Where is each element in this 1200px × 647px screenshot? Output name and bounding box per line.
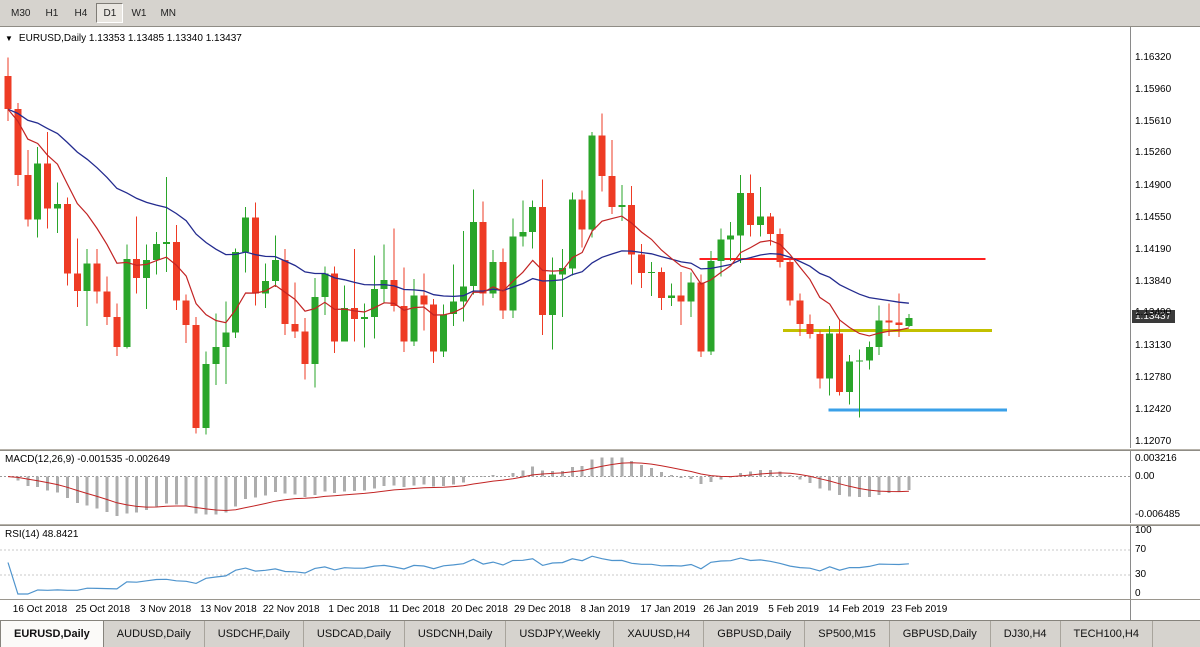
- date-axis-label: 8 Jan 2019: [580, 604, 630, 615]
- chart-menu-icon[interactable]: ▼: [5, 33, 13, 43]
- price-axis-label: 1.13840: [1135, 275, 1172, 287]
- rsi-axis: 100 70 30 0: [1130, 526, 1200, 599]
- rsi-axis-label: 70: [1135, 543, 1147, 555]
- timeframe-button-m30[interactable]: M30: [11, 7, 31, 19]
- rsi-panel[interactable]: RSI(14) 48.8421 100 70 30 0: [0, 526, 1200, 599]
- price-axis-label: 1.15960: [1135, 84, 1172, 96]
- date-axis-label: 1 Dec 2018: [328, 604, 380, 615]
- chart-tab-audusd-daily[interactable]: AUDUSD,Daily: [104, 621, 205, 647]
- date-axis-label: 23 Feb 2019: [891, 604, 948, 615]
- chart-tab-xauusd-h4[interactable]: XAUUSD,H4: [614, 621, 705, 647]
- price-axis-label: 1.15260: [1135, 147, 1172, 159]
- macd-axis-label: 0.003216: [1135, 453, 1177, 464]
- main-chart-panel[interactable]: ▼ EURUSD,Daily 1.13353 1.13485 1.13340 1…: [0, 27, 1200, 448]
- axis-separator: [1130, 600, 1131, 620]
- panel-splitter[interactable]: [0, 448, 1200, 451]
- chart-tab-usdchf-daily[interactable]: USDCHF,Daily: [205, 621, 304, 647]
- rsi-axis-label: 100: [1135, 526, 1152, 536]
- rsi-plot[interactable]: [0, 526, 1130, 599]
- price-axis-label: 1.14190: [1135, 244, 1172, 256]
- rsi-axis-label: 30: [1135, 569, 1147, 581]
- chart-title: ▼ EURUSD,Daily 1.13353 1.13485 1.13340 1…: [5, 33, 242, 44]
- rsi-axis-label: 0: [1135, 588, 1141, 599]
- date-axis-label: 20 Dec 2018: [451, 604, 508, 615]
- chart-tabs-bar: EURUSD,Daily AUDUSD,Daily USDCHF,Daily USDC…: [0, 620, 1200, 647]
- price-axis-label: 1.13490: [1135, 307, 1172, 319]
- chart-tab-sp500-m15[interactable]: SP500,M15: [805, 621, 890, 647]
- price-axis: 1.13437 1.16320 1.15960 1.15610 1.15260 1.14…: [1130, 27, 1200, 448]
- main-chart-plot[interactable]: [0, 27, 1130, 448]
- timeframe-button-w1[interactable]: W1: [131, 7, 147, 19]
- chart-tab-usdcad-daily[interactable]: USDCAD,Daily: [304, 621, 405, 647]
- price-axis-label: 1.12780: [1135, 371, 1172, 383]
- chart-tab-gbpusd-daily[interactable]: GBPUSD,Daily: [704, 621, 806, 647]
- chart-tab-gbpusd-daily[interactable]: GBPUSD,Daily: [890, 621, 991, 647]
- chart-tab-dj30-h4[interactable]: DJ30,H4: [991, 621, 1061, 647]
- timeframe-toolbar: M30 H1 H4 D1 W1 MN: [0, 0, 1200, 27]
- timeframe-button-h1[interactable]: H1: [45, 7, 59, 19]
- date-axis-label: 14 Feb 2019: [828, 604, 885, 615]
- price-axis-label: 1.15610: [1135, 115, 1172, 127]
- price-axis-label: 1.12420: [1135, 404, 1172, 416]
- macd-label: MACD(12,26,9) -0.001535 -0.002649: [5, 454, 171, 465]
- timeframe-button-h4[interactable]: H4: [74, 7, 88, 19]
- date-axis-label: 3 Nov 2018: [140, 604, 192, 615]
- macd-axis-label: -0.006485: [1135, 509, 1181, 520]
- date-axis-label: 17 Jan 2019: [640, 604, 696, 615]
- ma-slow-line: [7, 108, 909, 304]
- price-axis-label: 1.14900: [1135, 180, 1172, 191]
- chart-tab-tech100-h4[interactable]: TECH100,H4: [1061, 621, 1153, 647]
- macd-signal-line: [7, 462, 909, 512]
- macd-axis-label: 0.00: [1135, 470, 1155, 482]
- rsi-label: RSI(14) 48.8421: [5, 529, 79, 540]
- date-axis-label: 29 Dec 2018: [514, 604, 571, 615]
- ma-fast-line: [7, 108, 910, 337]
- chart-tab-eurusd-daily[interactable]: EURUSD,Daily: [0, 621, 104, 647]
- price-axis-label: 1.16320: [1135, 51, 1172, 63]
- date-axis: 16 Oct 2018 25 Oct 2018 3 Nov 2018 13 Nov 2…: [0, 599, 1200, 620]
- macd-axis: 0.003216 0.00 -0.006485: [1130, 451, 1200, 523]
- chart-tab-usdcnh-daily[interactable]: USDCNH,Daily: [405, 621, 507, 647]
- date-axis-label: 22 Nov 2018: [262, 604, 320, 615]
- price-axis-label: 1.14550: [1135, 211, 1172, 223]
- current-price-badge: 1.13437: [1132, 310, 1176, 324]
- price-axis-label: 1.12070: [1135, 435, 1172, 447]
- panel-splitter[interactable]: [0, 523, 1200, 526]
- chart-title-text: EURUSD,Daily 1.13353 1.13485 1.13340 1.1…: [18, 33, 242, 44]
- timeframe-button-d1[interactable]: D1: [96, 3, 124, 23]
- date-axis-label: 13 Nov 2018: [200, 604, 257, 615]
- date-axis-label: 16 Oct 2018: [12, 604, 68, 615]
- date-axis-label: 26 Jan 2019: [703, 604, 759, 615]
- date-axis-label: 5 Feb 2019: [768, 604, 819, 615]
- macd-plot[interactable]: [0, 451, 1130, 523]
- timeframe-button-mn[interactable]: MN: [160, 7, 177, 19]
- date-axis-label: 11 Dec 2018: [388, 604, 445, 615]
- macd-panel[interactable]: MACD(12,26,9) -0.001535 -0.002649 0.0032…: [0, 451, 1200, 523]
- rsi-line: [7, 555, 909, 595]
- date-axis-label: 25 Oct 2018: [75, 604, 131, 615]
- chart-tab-usdjpy-weekly[interactable]: USDJPY,Weekly: [506, 621, 615, 647]
- price-axis-label: 1.13130: [1135, 339, 1172, 351]
